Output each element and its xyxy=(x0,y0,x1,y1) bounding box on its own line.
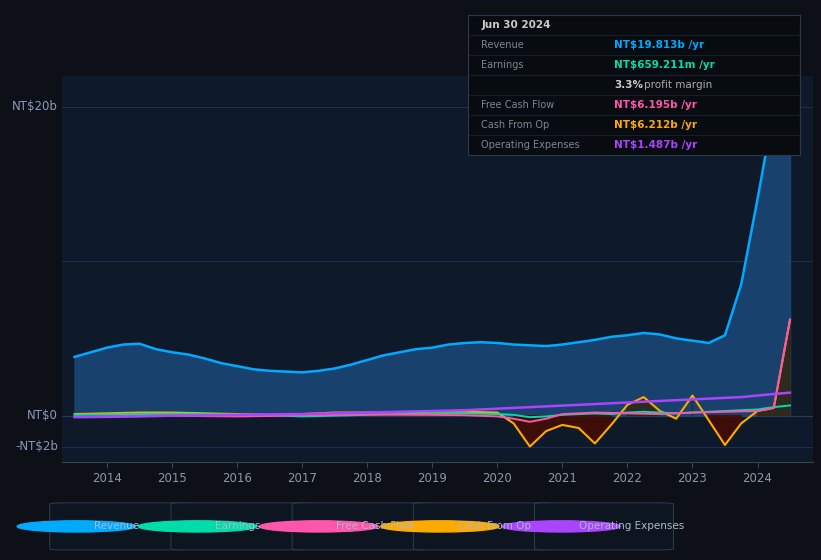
Text: Earnings: Earnings xyxy=(215,521,261,531)
FancyBboxPatch shape xyxy=(50,503,189,550)
Text: Free Cash Flow: Free Cash Flow xyxy=(337,521,415,531)
Text: Cash From Op: Cash From Op xyxy=(481,120,549,130)
FancyBboxPatch shape xyxy=(292,503,431,550)
Circle shape xyxy=(17,521,135,532)
Text: NT$659.211m /yr: NT$659.211m /yr xyxy=(614,60,715,70)
Text: NT$1.487b /yr: NT$1.487b /yr xyxy=(614,140,697,150)
Text: NT$20b: NT$20b xyxy=(12,100,57,113)
Text: Jun 30 2024: Jun 30 2024 xyxy=(481,20,551,30)
Circle shape xyxy=(259,521,378,532)
Text: Operating Expenses: Operating Expenses xyxy=(481,140,580,150)
Text: NT$19.813b /yr: NT$19.813b /yr xyxy=(614,40,704,50)
Text: -NT$2b: -NT$2b xyxy=(15,440,57,453)
Circle shape xyxy=(502,521,620,532)
Text: NT$6.195b /yr: NT$6.195b /yr xyxy=(614,100,697,110)
Circle shape xyxy=(139,521,257,532)
Text: Operating Expenses: Operating Expenses xyxy=(579,521,684,531)
FancyBboxPatch shape xyxy=(534,503,673,550)
Text: Cash From Op: Cash From Op xyxy=(457,521,530,531)
Text: Revenue: Revenue xyxy=(481,40,524,50)
FancyBboxPatch shape xyxy=(413,503,553,550)
Text: profit margin: profit margin xyxy=(644,80,712,90)
Text: NT$6.212b /yr: NT$6.212b /yr xyxy=(614,120,697,130)
Text: Free Cash Flow: Free Cash Flow xyxy=(481,100,554,110)
Text: Earnings: Earnings xyxy=(481,60,524,70)
FancyBboxPatch shape xyxy=(171,503,310,550)
Text: NT$0: NT$0 xyxy=(27,409,57,422)
Text: 3.3%: 3.3% xyxy=(614,80,643,90)
Circle shape xyxy=(381,521,499,532)
Text: Revenue: Revenue xyxy=(94,521,140,531)
